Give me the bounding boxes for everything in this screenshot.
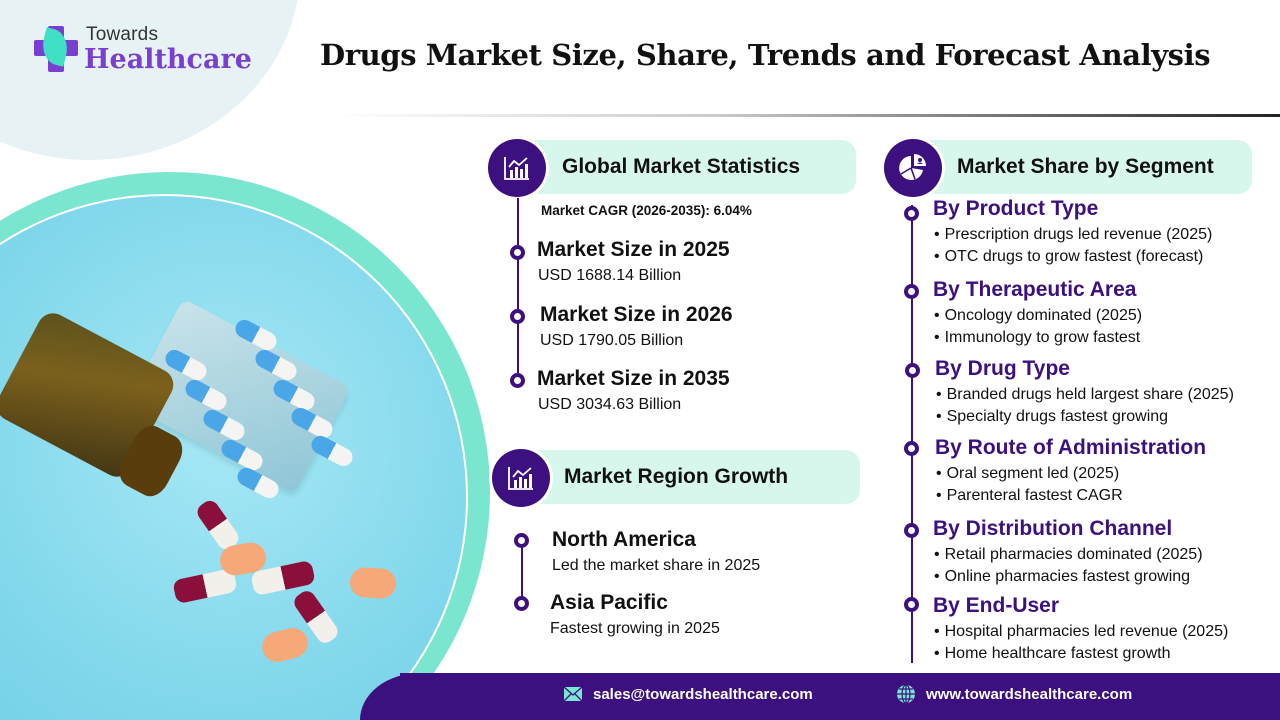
segments-timeline xyxy=(911,205,913,663)
global-stats-header: Global Market Statistics xyxy=(512,140,856,194)
timeline-dot xyxy=(904,597,919,612)
segment-end-user-title: By End-User xyxy=(933,594,1060,617)
segment-bullet: Prescription drugs led revenue (2025) xyxy=(934,226,1213,244)
logo-text-bottom: Healthcare xyxy=(84,44,252,75)
bar-chart-growth-icon xyxy=(492,449,550,507)
page-title: Drugs Market Size, Share, Trends and For… xyxy=(320,38,1211,72)
segment-drug-type-title: By Drug Type xyxy=(935,357,1070,380)
region-north-america-value: Led the market share in 2025 xyxy=(552,557,761,574)
segment-bullet: Oral segment led (2025) xyxy=(936,465,1120,483)
footer-website-link[interactable]: www.towardshealthcare.com xyxy=(896,684,1133,704)
segments-header: Market Share by Segment xyxy=(908,140,1252,194)
timeline-dot xyxy=(904,206,919,221)
market-size-2026-label: Market Size in 2026 xyxy=(540,303,733,326)
stats-timeline xyxy=(517,198,519,383)
segment-bullet: Home healthcare fastest growth xyxy=(934,645,1171,663)
region-north-america-label: North America xyxy=(552,528,696,551)
timeline-dot xyxy=(905,363,920,378)
footer-email-text: sales@towardshealthcare.com xyxy=(593,685,813,703)
logo-text-top: Towards xyxy=(86,24,159,45)
segment-bullet: Branded drugs held largest share (2025) xyxy=(936,386,1234,404)
segment-product-type-title: By Product Type xyxy=(933,197,1099,220)
market-size-2035-value: USD 3034.63 Billion xyxy=(538,396,682,413)
globe-icon xyxy=(896,684,916,704)
segment-bullet: Oncology dominated (2025) xyxy=(934,307,1142,325)
segments-title: Market Share by Segment xyxy=(957,155,1214,178)
timeline-dot xyxy=(904,284,919,299)
pie-chart-icon xyxy=(884,139,942,197)
region-growth-header: Market Region Growth xyxy=(516,450,860,504)
segment-route-title: By Route of Administration xyxy=(935,436,1207,459)
segment-therapeutic-area-title: By Therapeutic Area xyxy=(933,278,1137,301)
segment-bullet: Retail pharmacies dominated (2025) xyxy=(934,546,1203,564)
market-size-2035-label: Market Size in 2035 xyxy=(537,367,730,390)
envelope-icon xyxy=(563,685,583,703)
bar-chart-growth-icon xyxy=(488,139,546,197)
timeline-dot xyxy=(904,523,919,538)
region-timeline xyxy=(521,545,523,605)
footer-website-text: www.towardshealthcare.com xyxy=(926,685,1133,703)
timeline-dot xyxy=(514,596,529,611)
global-stats-title: Global Market Statistics xyxy=(562,155,801,178)
segment-distribution-title: By Distribution Channel xyxy=(933,517,1173,540)
footer-email-link[interactable]: sales@towardshealthcare.com xyxy=(563,685,813,703)
segment-bullet: Hospital pharmacies led revenue (2025) xyxy=(934,623,1229,641)
segment-bullet: Online pharmacies fastest growing xyxy=(934,568,1190,586)
title-divider xyxy=(330,114,1280,117)
region-asia-pacific-value: Fastest growing in 2025 xyxy=(550,620,720,637)
medical-cross-leaf-icon xyxy=(32,24,80,74)
market-size-2026-value: USD 1790.05 Billion xyxy=(540,332,684,349)
segment-bullet: OTC drugs to grow fastest (forecast) xyxy=(934,248,1204,266)
region-growth-title: Market Region Growth xyxy=(564,465,789,488)
market-size-2025-value: USD 1688.14 Billion xyxy=(538,267,682,284)
timeline-dot xyxy=(510,309,525,324)
segment-bullet: Parenteral fastest CAGR xyxy=(936,487,1123,505)
timeline-dot xyxy=(510,245,525,260)
brand-logo[interactable]: Towards Healthcare xyxy=(32,24,252,74)
timeline-dot xyxy=(514,533,529,548)
segment-bullet: Specialty drugs fastest growing xyxy=(936,408,1168,426)
footer-bar xyxy=(400,673,1280,720)
market-cagr: Market CAGR (2026-2035): 6.04% xyxy=(541,203,752,218)
timeline-dot xyxy=(510,373,525,388)
region-asia-pacific-label: Asia Pacific xyxy=(550,591,668,614)
market-size-2025-label: Market Size in 2025 xyxy=(537,238,730,261)
segment-bullet: Immunology to grow fastest xyxy=(934,329,1141,347)
timeline-dot xyxy=(904,441,919,456)
